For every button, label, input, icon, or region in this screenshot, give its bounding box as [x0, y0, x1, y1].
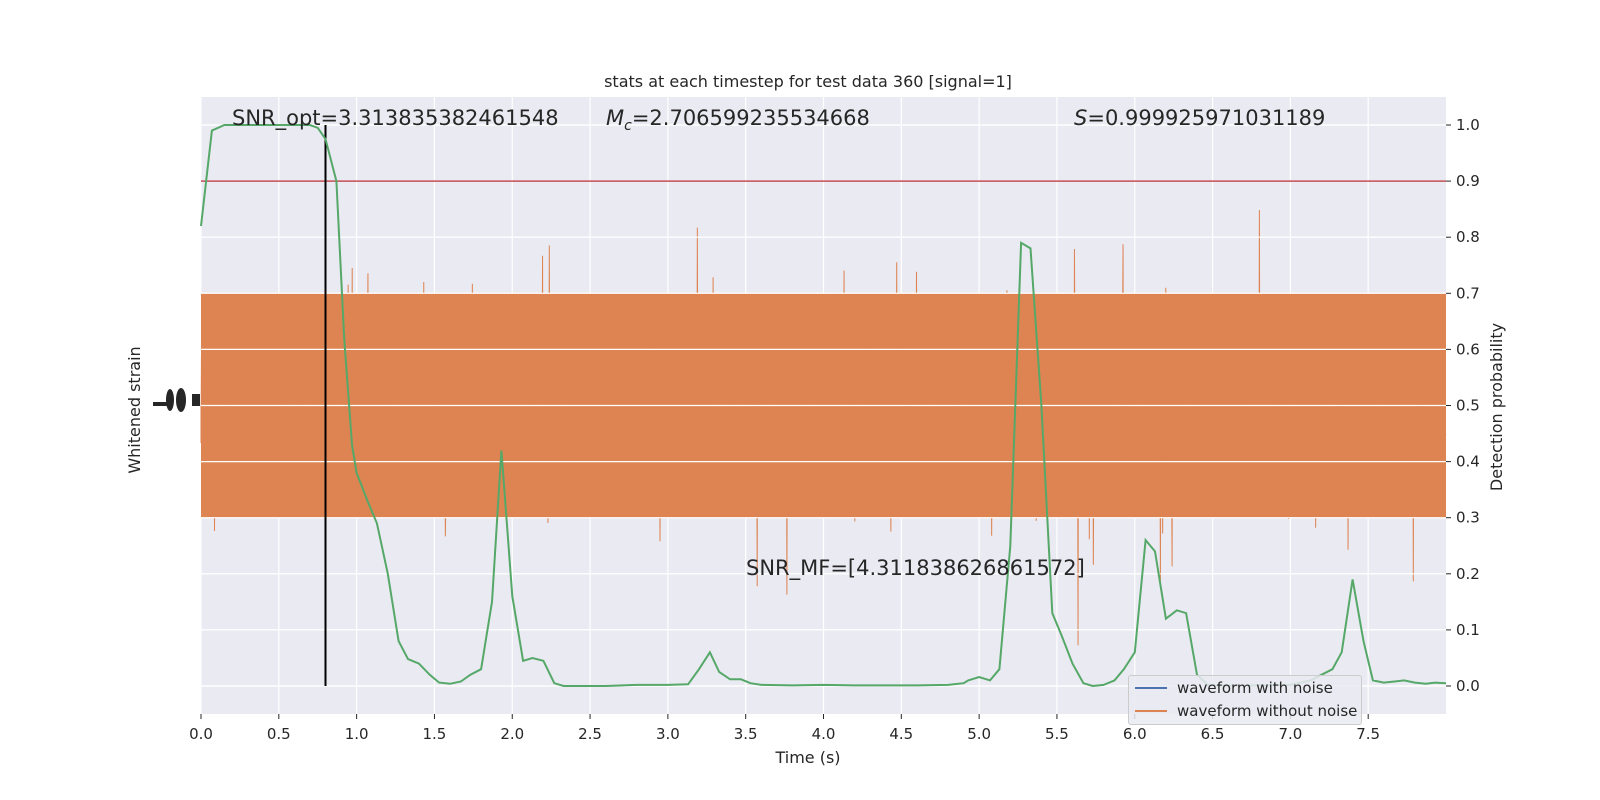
- x-tick-label: 0.0: [189, 725, 213, 743]
- y-tick-label: 0.6: [1456, 340, 1480, 358]
- x-axis-ticks: 0.0 0.5 1.0 1.5 2.0 2.5 3.0 3.5 4.0 4.5 5.0 5.5 6.0 6…: [189, 714, 1380, 743]
- y-tick-label: 0.9: [1456, 172, 1480, 190]
- x-tick-label: 2.0: [500, 725, 524, 743]
- y-tick-label: 0.3: [1456, 509, 1480, 527]
- y-tick-label: 0.2: [1456, 565, 1480, 583]
- x-tick-label: 1.0: [345, 725, 369, 743]
- x-tick-label: 6.0: [1123, 725, 1147, 743]
- annotation-chirp-mass: Mc=2.706599235534668: [606, 106, 870, 134]
- chart-title: stats at each timestep for test data 360…: [604, 72, 1012, 91]
- annotation-score: S=0.999925971031189: [1074, 106, 1325, 130]
- y-tick-label: 0.0: [1456, 677, 1480, 695]
- x-tick-label: 7.0: [1278, 725, 1302, 743]
- x-tick-label: 2.5: [578, 725, 602, 743]
- x-tick-label: 4.5: [889, 725, 913, 743]
- annotation-snr-opt: SNR_opt=3.313835382461548: [232, 106, 559, 131]
- strain-trace: [200, 209, 1447, 646]
- x-tick-label: 3.0: [656, 725, 680, 743]
- legend-item-with-noise: waveform with noise: [1135, 678, 1333, 698]
- annotation-snr-mf: SNR_MF=[4.311838626861572]: [746, 556, 1085, 581]
- legend-swatch-without-noise: [1135, 710, 1167, 712]
- x-axis-label: Time (s): [774, 748, 840, 767]
- x-tick-label: 5.0: [967, 725, 991, 743]
- x-tick-label: 3.5: [734, 725, 758, 743]
- legend: waveform with noise waveform without noi…: [1128, 675, 1362, 725]
- y-tick-label: 0.8: [1456, 228, 1480, 246]
- x-tick-label: 1.5: [423, 725, 447, 743]
- y-tick-label: 0.7: [1456, 284, 1480, 302]
- y-axis-right-label: Detection probability: [1487, 323, 1506, 491]
- x-tick-label: 0.5: [267, 725, 291, 743]
- legend-item-without-noise: waveform without noise: [1135, 701, 1357, 721]
- left-axis-overlapped-ticks: [153, 388, 200, 412]
- y-tick-label: 1.0: [1456, 116, 1480, 134]
- y-axis-left-label: Whitened strain: [125, 346, 144, 473]
- x-tick-label: 4.0: [812, 725, 836, 743]
- y-axis-right-ticks: 0.0 0.1 0.2 0.3 0.4 0.5 0.6 0.7 0.8 0.9 1.0: [1446, 116, 1480, 695]
- legend-label-with-noise: waveform with noise: [1177, 679, 1333, 697]
- x-tick-label: 5.5: [1045, 725, 1069, 743]
- x-tick-label: 6.5: [1201, 725, 1225, 743]
- y-tick-label: 0.1: [1456, 621, 1480, 639]
- legend-label-without-noise: waveform without noise: [1177, 702, 1358, 720]
- y-tick-label: 0.5: [1456, 397, 1480, 415]
- x-tick-label: 7.5: [1356, 725, 1380, 743]
- y-tick-label: 0.4: [1456, 453, 1480, 471]
- legend-swatch-with-noise: [1135, 687, 1167, 689]
